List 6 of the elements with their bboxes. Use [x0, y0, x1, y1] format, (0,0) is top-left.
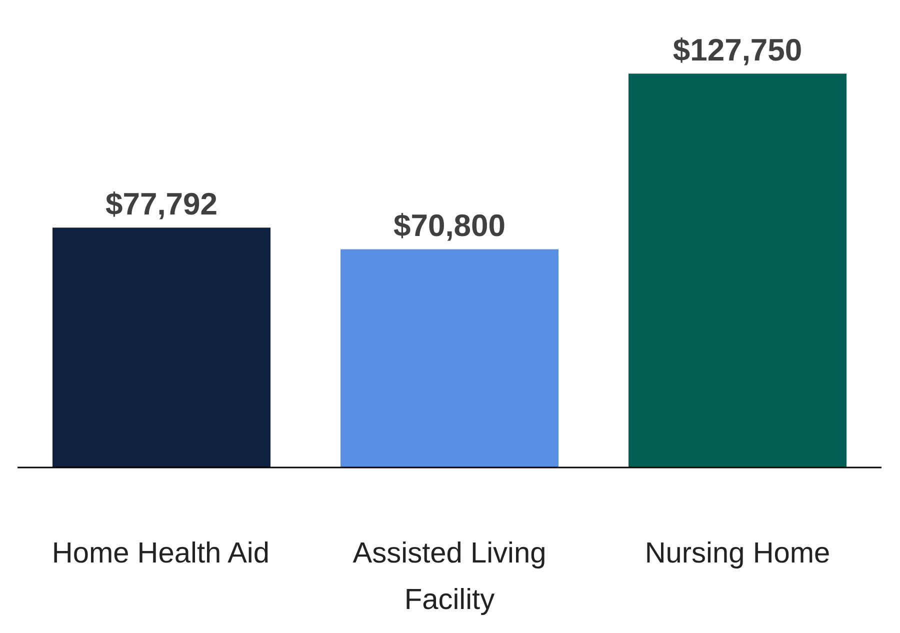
- x-tick-label: Home Health Aid: [52, 538, 270, 570]
- x-tick-label: Assisted Living Facility: [352, 538, 546, 616]
- x-tick-label: Nursing Home: [644, 538, 830, 570]
- data-label: $77,792: [105, 186, 218, 222]
- data-label: $127,750: [672, 32, 802, 68]
- data-label: $70,800: [393, 208, 506, 244]
